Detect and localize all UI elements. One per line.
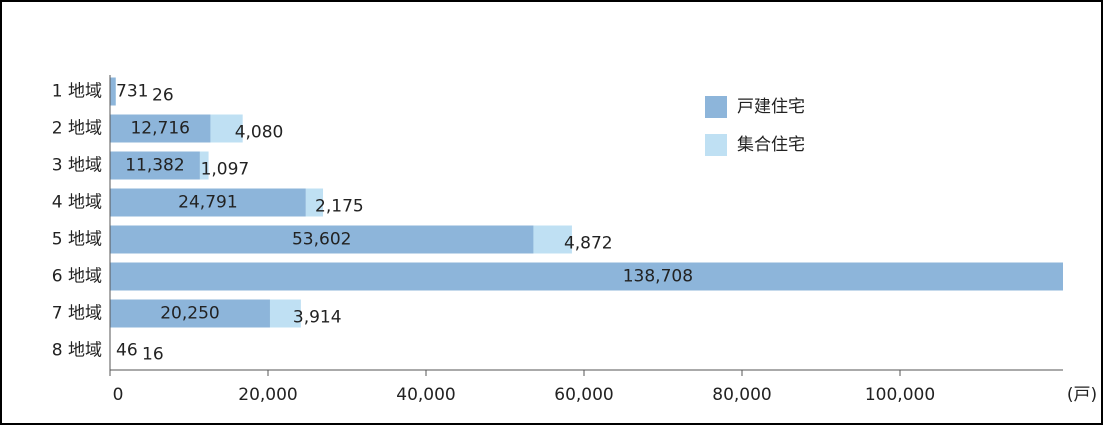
plot-area: [110, 77, 1063, 365]
value-label: 20,250: [160, 304, 219, 324]
value-label: 138,708: [623, 267, 693, 287]
y-tick-label: 5 地域: [52, 230, 102, 250]
value-label: 26: [152, 86, 174, 106]
y-tick-label: 4 地域: [52, 193, 102, 213]
value-label: 16: [142, 345, 164, 365]
bar-segment: [110, 299, 270, 328]
x-tick-label: 60,000: [554, 385, 613, 405]
bar-segment: [110, 114, 211, 143]
value-label: 3,914: [293, 308, 342, 328]
value-label: 12,716: [130, 119, 189, 139]
bar-segment: [533, 225, 572, 254]
y-tick-label: 8 地域: [52, 341, 102, 361]
bar-segment: [110, 151, 200, 180]
bar-segment: [269, 299, 301, 328]
value-label: 24,791: [178, 193, 237, 213]
value-label: 46: [116, 341, 138, 361]
y-tick-label: 1 地域: [52, 82, 102, 102]
bar-segment: [110, 188, 306, 217]
value-label: 53,602: [292, 230, 351, 250]
legend-swatch: [705, 134, 727, 156]
legend-label: 集合住宅: [737, 135, 805, 155]
value-label: 731: [116, 82, 148, 102]
bar-segment: [110, 225, 534, 254]
bar-segment: [110, 77, 116, 106]
x-tick-label: 0: [113, 385, 124, 405]
value-label: 11,382: [125, 156, 184, 176]
value-label: 4,872: [564, 234, 613, 254]
bar-segment: [110, 262, 1063, 291]
value-label: 4,080: [235, 123, 284, 143]
x-tick-label: 80,000: [712, 385, 771, 405]
bar-segment: [199, 151, 209, 180]
y-tick-label: 6 地域: [52, 267, 102, 287]
x-tick-label: 20,000: [238, 385, 297, 405]
value-label: 1,097: [201, 160, 250, 180]
legend-label: 戸建住宅: [737, 97, 805, 117]
y-tick-label: 7 地域: [52, 304, 102, 324]
y-tick-label: 2 地域: [52, 119, 102, 139]
value-label: 2,175: [315, 197, 364, 217]
legend-swatch: [705, 96, 727, 118]
x-tick-label: 100,000: [865, 385, 935, 405]
x-tick-label: 40,000: [396, 385, 455, 405]
x-unit: (戸): [1067, 385, 1097, 405]
y-tick-label: 3 地域: [52, 156, 102, 176]
bar-segment: [305, 188, 324, 217]
bar-segment: [210, 114, 243, 143]
